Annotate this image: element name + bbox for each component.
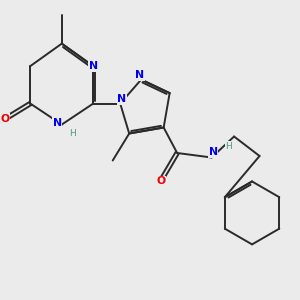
Text: N: N	[53, 118, 62, 128]
Text: N: N	[208, 147, 218, 157]
Text: N: N	[117, 94, 126, 104]
Text: N: N	[89, 61, 98, 71]
Text: N: N	[135, 70, 144, 80]
Text: O: O	[156, 176, 165, 187]
Text: O: O	[0, 113, 9, 124]
Text: H: H	[69, 129, 76, 138]
Text: H: H	[225, 142, 232, 151]
